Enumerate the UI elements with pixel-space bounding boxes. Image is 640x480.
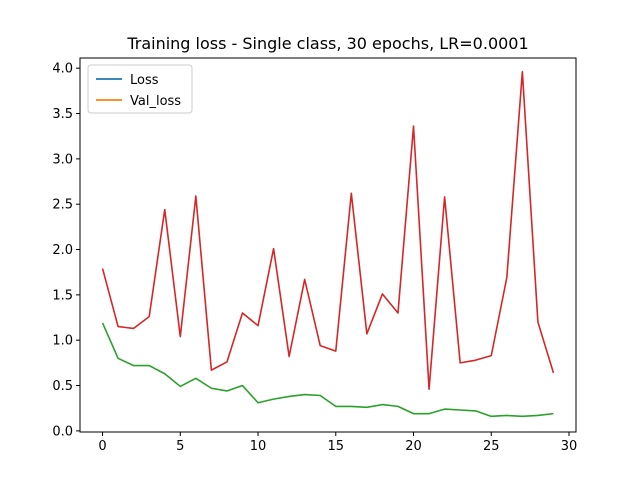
axes-frame [79,57,577,433]
y-tick-label: 3.0 [52,152,73,167]
x-tick-label: 30 [561,439,578,454]
chart-title: Training loss - Single class, 30 epochs,… [126,34,528,53]
y-tick-label: 0.5 [52,379,73,394]
legend-label-0: Loss [130,73,159,88]
y-tick-label: 0.0 [52,424,73,439]
x-tick-label: 20 [405,439,422,454]
legend-box [87,64,193,114]
y-axis: 0.0 0.5 1.0 1.5 2.0 2.5 3.0 3.5 4.0 [52,62,80,439]
y-tick-label: 1.0 [52,334,73,349]
x-tick-label: 0 [98,439,106,454]
x-tick-label: 15 [328,439,345,454]
x-tick-label: 25 [483,439,500,454]
y-tick-label: 2.5 [52,198,73,213]
series-layer [101,71,555,418]
x-tick-label: 5 [176,439,184,454]
y-tick-label: 2.0 [52,243,73,258]
y-tick-label: 3.5 [52,107,73,122]
x-axis: 0 5 10 15 20 25 30 [98,432,577,454]
y-tick-label: 1.5 [52,288,73,303]
series-line-1 [101,71,555,390]
x-tick-label: 10 [250,439,267,454]
y-tick-label: 4.0 [52,62,73,77]
legend: Loss Val_loss [87,64,193,114]
series-line-0 [101,322,554,418]
legend-label-1: Val_loss [130,94,181,109]
